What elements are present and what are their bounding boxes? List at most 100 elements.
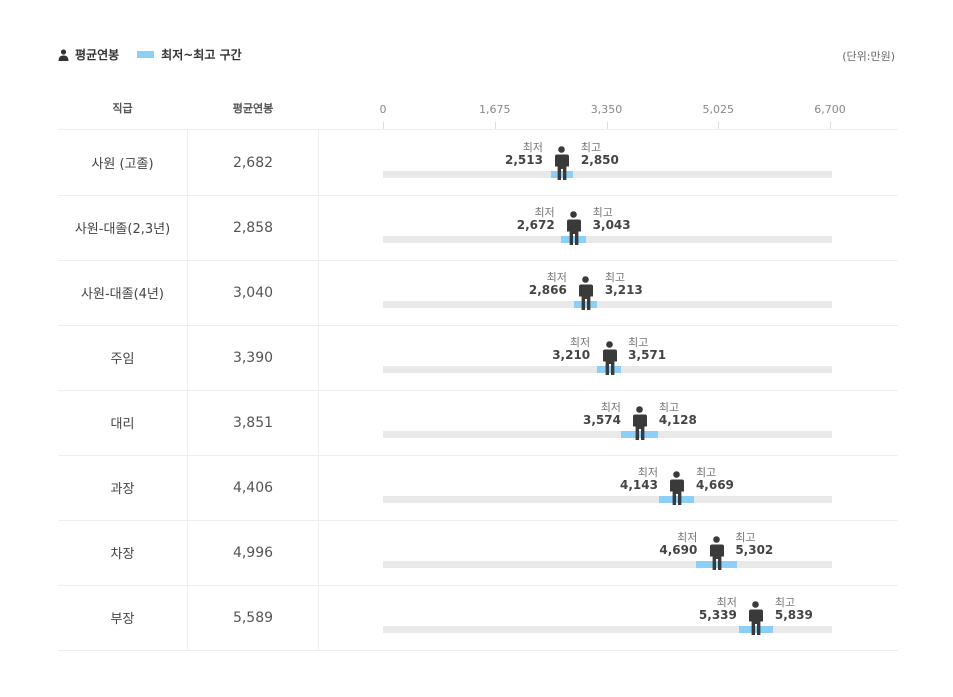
table-row: 과장 4,406 [58,455,898,521]
max-caption: 최고 [628,336,649,349]
legend-range-swatch [137,51,155,58]
range-bar [550,171,574,178]
min-value: 5,339 [698,608,737,622]
range-track [383,561,832,568]
avg-person-marker [602,341,617,379]
table-row: 사원-대졸(2,3년) 2,858 [58,195,898,261]
range-bar [561,236,587,243]
table-row: 사원-대졸(4년) 3,040 [58,260,898,326]
x-tick-label: 3,350 [590,103,623,116]
unit-label: (단위:만원) [842,50,895,63]
min-caption: 최저 [677,531,698,544]
max-caption: 최고 [580,141,602,154]
avg-person-marker [669,471,685,509]
position-label: 사원 (고졸) [58,130,188,195]
range-bar [659,496,695,503]
avg-person-marker [748,601,764,639]
avg-person-marker [632,406,648,444]
legend-avg-label: 평균연봉 [75,48,120,62]
header-divider [58,129,898,130]
table-row: 차장 4,996 [58,520,898,586]
x-tick-mark [830,122,831,129]
avg-salary-value: 2,858 [188,195,319,260]
position-label: 차장 [58,520,188,585]
max-value: 4,128 [658,413,697,427]
avg-salary-value: 3,390 [188,325,319,390]
min-value: 2,866 [528,283,567,297]
position-label: 부장 [58,585,188,650]
avg-salary-value: 2,682 [188,130,319,195]
avg-salary-value: 3,040 [188,260,319,325]
avg-salary-value: 3,851 [188,390,319,455]
position-label: 주임 [58,325,188,390]
avg-person-marker [578,276,594,314]
min-value: 3,574 [582,413,621,427]
min-caption: 최저 [600,401,621,414]
range-track [383,236,832,243]
avg-salary-value: 5,589 [188,585,319,650]
max-value: 5,302 [735,543,774,557]
legend-range-label: 최저~최고 구간 [161,48,242,62]
table-row: 부장 5,589 [58,585,898,651]
range-bar [621,431,659,438]
x-tick-label: 1,675 [479,103,511,116]
position-label: 사원-대졸(4년) [58,260,188,325]
range-bar [597,366,622,373]
max-caption: 최고 [735,531,756,544]
position-label: 대리 [58,390,188,455]
range-track [383,301,832,308]
max-caption: 최고 [658,401,680,414]
table-row: 대리 3,851 [58,390,898,456]
avg-person-marker [709,536,724,574]
header-avg: 평균연봉 [232,102,274,115]
x-tick-mark [383,122,384,129]
min-value: 3,210 [552,348,591,362]
max-caption: 최고 [604,271,626,284]
x-tick-label: 6,700 [814,103,846,116]
min-caption: 최저 [569,336,591,349]
max-value: 4,669 [695,478,734,492]
max-caption: 최고 [592,206,613,219]
range-bar [574,301,598,308]
min-caption: 최저 [716,596,737,609]
max-value: 3,571 [628,348,667,362]
x-tick-label: 0 [379,103,387,116]
range-bar [739,626,773,633]
table-row: 주임 3,390 [58,325,898,391]
max-caption: 최고 [695,466,717,479]
avg-salary-value: 4,406 [188,455,319,520]
max-value: 5,839 [774,608,813,622]
max-value: 3,043 [592,218,631,232]
min-value: 2,672 [516,218,555,232]
range-track [383,171,832,178]
min-caption: 최저 [522,141,543,154]
min-caption: 최저 [546,271,567,284]
min-value: 4,690 [659,543,698,557]
range-track [383,496,832,503]
min-caption: 최저 [534,206,555,219]
position-label: 과장 [58,455,188,520]
x-tick-label: 5,025 [702,103,735,116]
x-tick-mark [494,122,496,129]
range-bar [695,561,737,568]
position-label: 사원-대졸(2,3년) [58,195,188,260]
range-track [383,431,832,438]
range-track [383,626,832,633]
x-tick-mark [606,122,608,129]
legend-avg: 평균연봉 [58,46,119,63]
legend: 평균연봉 최저~최고 구간 [58,46,260,63]
legend-range: 최저~최고 구간 [137,46,242,63]
person-icon [58,48,69,61]
x-tick-mark [718,122,720,129]
max-value: 3,213 [604,283,643,297]
header-position: 직급 [112,102,133,115]
table-row: 사원 (고졸) 2,682 [58,130,898,196]
min-value: 2,513 [504,153,543,167]
max-value: 2,850 [580,153,619,167]
avg-person-marker [554,146,570,184]
min-value: 4,143 [619,478,658,492]
max-caption: 최고 [774,596,796,609]
avg-person-marker [566,211,582,249]
min-caption: 최저 [637,466,658,479]
avg-salary-value: 4,996 [188,520,319,585]
